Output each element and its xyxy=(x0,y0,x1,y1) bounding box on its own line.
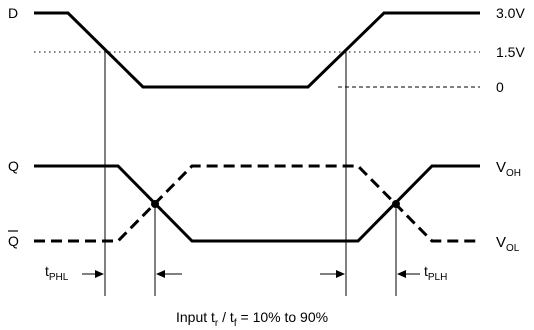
d-waveform xyxy=(34,11,480,89)
mid-level-label: 1.5V xyxy=(496,44,525,60)
q-waveform xyxy=(34,164,480,243)
q-signal-label: Q xyxy=(8,158,19,174)
d-signal-label: D xyxy=(8,5,18,21)
tplh-arrow-right xyxy=(397,270,420,278)
qbar-waveform xyxy=(34,164,480,243)
high-level-label: 3.0V xyxy=(496,5,525,21)
tplh-arrow-left xyxy=(320,270,345,278)
tphl-arrow-left xyxy=(82,270,104,278)
tplh-label: tPLH xyxy=(424,263,447,283)
voh-label: VOH xyxy=(496,159,521,179)
crossing-dot-right xyxy=(392,200,400,208)
tphl-arrow-right xyxy=(156,270,182,278)
qbar-signal-label: Q xyxy=(8,233,19,249)
tphl-label: tPHL xyxy=(45,263,69,283)
caption: Input tr / tf = 10% to 90% xyxy=(176,309,328,329)
zero-level-label: 0 xyxy=(496,79,504,95)
crossing-dot-left xyxy=(151,200,159,208)
vol-label: VOL xyxy=(496,234,520,254)
